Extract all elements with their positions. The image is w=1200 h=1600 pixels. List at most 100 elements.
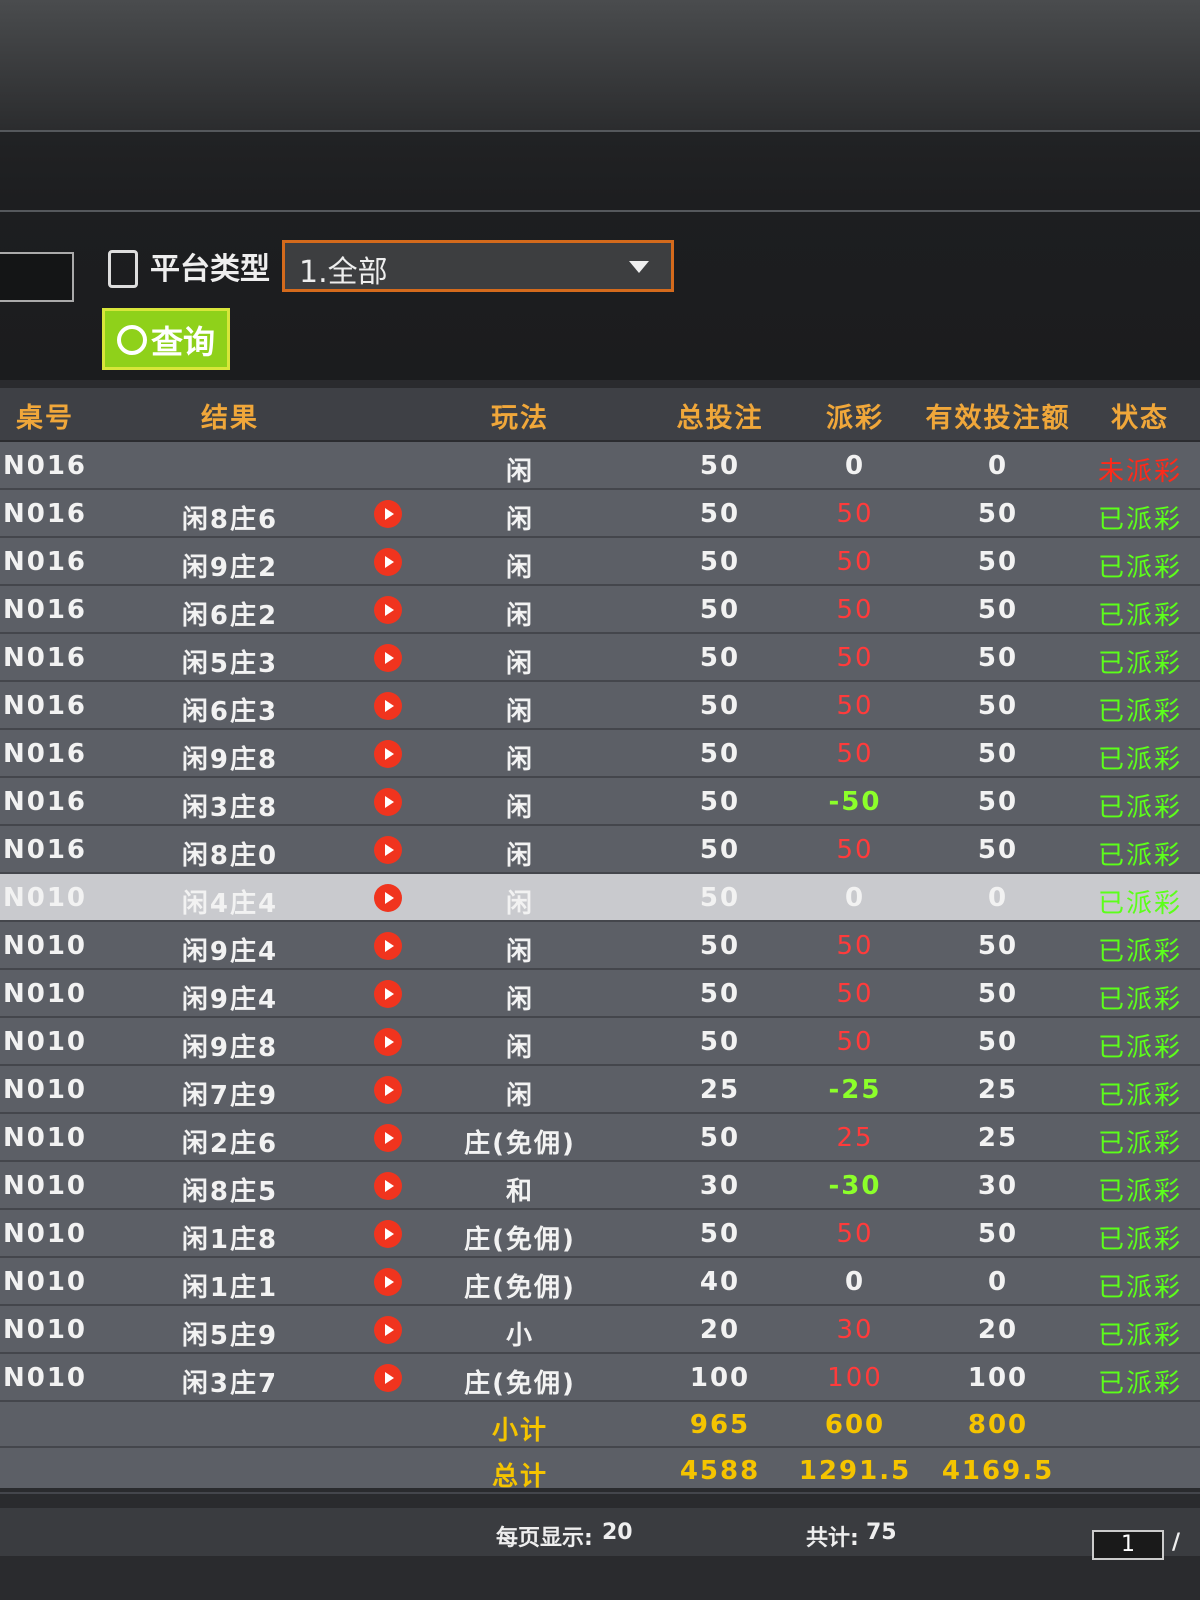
table-id: N010 [2, 1075, 88, 1105]
result: 闲8庄0 [181, 841, 279, 871]
column-header: 桌号 [16, 403, 74, 434]
play-type: 闲 [505, 745, 535, 775]
play-type: 庄(免佣) [464, 1129, 576, 1159]
replay-icon[interactable] [374, 500, 402, 528]
status: 已派彩 [1097, 1033, 1183, 1063]
valid-bet: 50 [977, 1027, 1019, 1057]
table-row: N010 闲8庄5 和 30 -30 30 已派彩 [0, 1162, 1200, 1210]
replay-icon[interactable] [374, 596, 402, 624]
list-icon [108, 250, 138, 288]
table-row: N016 闲6庄3 闲 50 50 50 已派彩 [0, 682, 1200, 730]
table-row: N016 闲9庄2 闲 50 50 50 已派彩 [0, 538, 1200, 586]
replay-icon[interactable] [374, 884, 402, 912]
replay-icon[interactable] [374, 1268, 402, 1296]
table-row: N010 闲7庄9 闲 25 -25 25 已派彩 [0, 1066, 1200, 1114]
total-bet: 50 [699, 691, 741, 721]
status: 已派彩 [1097, 601, 1183, 631]
play-type: 闲 [505, 985, 535, 1015]
play-type: 庄(免佣) [464, 1369, 576, 1399]
status: 已派彩 [1097, 1321, 1183, 1351]
payout: 0 [844, 451, 866, 481]
payout: -30 [828, 1171, 882, 1201]
replay-icon[interactable] [374, 1028, 402, 1056]
table-id: N010 [2, 1363, 88, 1393]
table-row: N010 闲1庄8 庄(免佣) 50 50 50 已派彩 [0, 1210, 1200, 1258]
payout: 50 [836, 547, 874, 577]
play-type: 闲 [505, 793, 535, 823]
column-header: 结果 [201, 403, 259, 434]
replay-icon[interactable] [374, 836, 402, 864]
status: 已派彩 [1097, 793, 1183, 823]
replay-icon[interactable] [374, 1124, 402, 1152]
table-id: N016 [2, 643, 88, 673]
replay-icon[interactable] [374, 644, 402, 672]
table-id: N010 [2, 883, 88, 913]
valid-bet: 50 [977, 931, 1019, 961]
payout: 25 [836, 1123, 874, 1153]
summary-total-bet: 4588 [679, 1456, 761, 1486]
result: 闲4庄4 [181, 889, 279, 919]
status: 已派彩 [1097, 841, 1183, 871]
play-type: 闲 [505, 505, 535, 535]
valid-bet: 50 [977, 1219, 1019, 1249]
payout: 50 [836, 643, 874, 673]
top-band [0, 0, 1200, 130]
valid-bet: 50 [977, 547, 1019, 577]
pager [0, 1508, 1200, 1556]
table-row: N010 闲9庄4 闲 50 50 50 已派彩 [0, 970, 1200, 1018]
status: 已派彩 [1097, 1273, 1183, 1303]
table-id: N010 [2, 1171, 88, 1201]
total-bet: 50 [699, 883, 741, 913]
query-button[interactable]: 查询 [102, 308, 230, 370]
status: 已派彩 [1097, 553, 1183, 583]
table-row: N016 闲 50 0 0 未派彩 [0, 442, 1200, 490]
table-row: N016 闲8庄6 闲 50 50 50 已派彩 [0, 490, 1200, 538]
replay-icon[interactable] [374, 1172, 402, 1200]
total-bet: 20 [699, 1315, 741, 1345]
payout: -50 [828, 787, 882, 817]
column-header: 总投注 [676, 403, 764, 434]
replay-icon[interactable] [374, 932, 402, 960]
replay-icon[interactable] [374, 548, 402, 576]
replay-icon[interactable] [374, 692, 402, 720]
result: 闲5庄3 [181, 649, 279, 679]
replay-icon[interactable] [374, 1220, 402, 1248]
status: 未派彩 [1097, 457, 1183, 487]
table-row: N010 闲4庄4 闲 50 0 0 已派彩 [0, 874, 1200, 922]
replay-icon[interactable] [374, 980, 402, 1008]
table-id: N010 [2, 1267, 88, 1297]
payout: 50 [836, 931, 874, 961]
table-id: N010 [2, 1315, 88, 1345]
payout: 50 [836, 499, 874, 529]
page-input[interactable]: 1 [1092, 1530, 1164, 1560]
text-input[interactable] [0, 252, 74, 302]
table-id: N016 [2, 787, 88, 817]
divider [0, 130, 1200, 132]
play-type: 闲 [505, 1033, 535, 1063]
replay-icon[interactable] [374, 788, 402, 816]
summary-valid-bet: 4169.5 [941, 1456, 1055, 1486]
replay-icon[interactable] [374, 740, 402, 768]
result: 闲3庄7 [181, 1369, 279, 1399]
replay-icon[interactable] [374, 1364, 402, 1392]
play-type: 闲 [505, 889, 535, 919]
page-separator: / [1172, 1530, 1181, 1555]
subtotal-row: 小计 965 600 800 [0, 1402, 1200, 1448]
replay-icon[interactable] [374, 1076, 402, 1104]
replay-icon[interactable] [374, 1316, 402, 1344]
table-row: N010 闲5庄9 小 20 30 20 已派彩 [0, 1306, 1200, 1354]
platform-select[interactable]: 1.全部 [282, 240, 674, 292]
payout: 50 [836, 1219, 874, 1249]
play-type: 闲 [505, 937, 535, 967]
valid-bet: 50 [977, 691, 1019, 721]
valid-bet: 50 [977, 643, 1019, 673]
table-row: N016 闲3庄8 闲 50 -50 50 已派彩 [0, 778, 1200, 826]
table-row: N010 闲1庄1 庄(免佣) 40 0 0 已派彩 [0, 1258, 1200, 1306]
valid-bet: 100 [967, 1363, 1029, 1393]
column-header: 派彩 [826, 403, 884, 434]
result: 闲6庄2 [181, 601, 279, 631]
summary-valid-bet: 800 [967, 1410, 1029, 1440]
summary-label: 小计 [491, 1416, 549, 1446]
status: 已派彩 [1097, 1081, 1183, 1111]
table-id: N010 [2, 979, 88, 1009]
